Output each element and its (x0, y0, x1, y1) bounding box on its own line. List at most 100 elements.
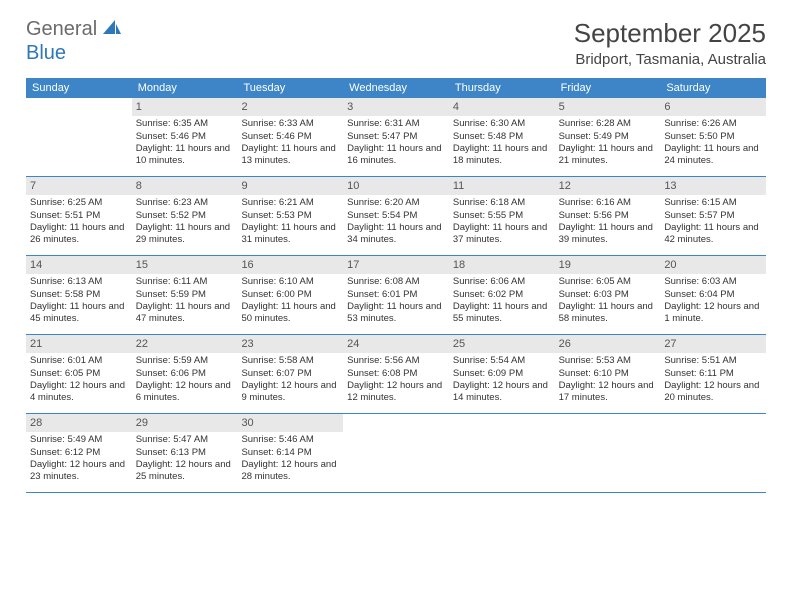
title-block: September 2025 Bridport, Tasmania, Austr… (574, 18, 766, 68)
sunset-text: Sunset: 5:50 PM (664, 131, 762, 143)
day-body: Sunrise: 6:16 AMSunset: 5:56 PMDaylight:… (555, 195, 661, 250)
day-cell: 19Sunrise: 6:05 AMSunset: 6:03 PMDayligh… (555, 256, 661, 334)
day-number: 29 (132, 414, 238, 432)
weekday-header: Sunday (26, 78, 132, 98)
day-body: Sunrise: 5:46 AMSunset: 6:14 PMDaylight:… (237, 432, 343, 487)
day-body: Sunrise: 6:35 AMSunset: 5:46 PMDaylight:… (132, 116, 238, 171)
sunrise-text: Sunrise: 6:28 AM (559, 118, 657, 130)
sunrise-text: Sunrise: 6:26 AM (664, 118, 762, 130)
sunset-text: Sunset: 5:51 PM (30, 210, 128, 222)
week-row: 28Sunrise: 5:49 AMSunset: 6:12 PMDayligh… (26, 414, 766, 493)
day-cell: 2Sunrise: 6:33 AMSunset: 5:46 PMDaylight… (237, 98, 343, 176)
day-number: 22 (132, 335, 238, 353)
sunrise-text: Sunrise: 6:16 AM (559, 197, 657, 209)
day-cell: 1Sunrise: 6:35 AMSunset: 5:46 PMDaylight… (132, 98, 238, 176)
day-number: 18 (449, 256, 555, 274)
sunset-text: Sunset: 6:04 PM (664, 289, 762, 301)
day-number: 27 (660, 335, 766, 353)
day-number: 6 (660, 98, 766, 116)
day-body: Sunrise: 6:26 AMSunset: 5:50 PMDaylight:… (660, 116, 766, 171)
day-body: Sunrise: 6:18 AMSunset: 5:55 PMDaylight:… (449, 195, 555, 250)
day-cell: 27Sunrise: 5:51 AMSunset: 6:11 PMDayligh… (660, 335, 766, 413)
day-cell (26, 98, 132, 176)
day-number: 25 (449, 335, 555, 353)
weekday-header: Friday (555, 78, 661, 98)
sunset-text: Sunset: 5:55 PM (453, 210, 551, 222)
day-cell (555, 414, 661, 492)
sunrise-text: Sunrise: 6:20 AM (347, 197, 445, 209)
day-number: 16 (237, 256, 343, 274)
weekday-header: Wednesday (343, 78, 449, 98)
day-cell: 10Sunrise: 6:20 AMSunset: 5:54 PMDayligh… (343, 177, 449, 255)
sunset-text: Sunset: 6:06 PM (136, 368, 234, 380)
day-cell: 26Sunrise: 5:53 AMSunset: 6:10 PMDayligh… (555, 335, 661, 413)
day-cell: 25Sunrise: 5:54 AMSunset: 6:09 PMDayligh… (449, 335, 555, 413)
day-number: 30 (237, 414, 343, 432)
daylight-text: Daylight: 11 hours and 18 minutes. (453, 143, 551, 168)
day-cell: 6Sunrise: 6:26 AMSunset: 5:50 PMDaylight… (660, 98, 766, 176)
sunrise-text: Sunrise: 6:31 AM (347, 118, 445, 130)
day-cell: 13Sunrise: 6:15 AMSunset: 5:57 PMDayligh… (660, 177, 766, 255)
daylight-text: Daylight: 11 hours and 55 minutes. (453, 301, 551, 326)
day-number: 9 (237, 177, 343, 195)
day-body: Sunrise: 6:21 AMSunset: 5:53 PMDaylight:… (237, 195, 343, 250)
day-cell (660, 414, 766, 492)
page-header: General September 2025 Bridport, Tasmani… (26, 18, 766, 68)
sunrise-text: Sunrise: 6:01 AM (30, 355, 128, 367)
sunset-text: Sunset: 5:48 PM (453, 131, 551, 143)
day-body: Sunrise: 5:53 AMSunset: 6:10 PMDaylight:… (555, 353, 661, 408)
day-cell: 24Sunrise: 5:56 AMSunset: 6:08 PMDayligh… (343, 335, 449, 413)
day-number: 8 (132, 177, 238, 195)
day-body: Sunrise: 6:13 AMSunset: 5:58 PMDaylight:… (26, 274, 132, 329)
day-cell: 7Sunrise: 6:25 AMSunset: 5:51 PMDaylight… (26, 177, 132, 255)
sunset-text: Sunset: 6:07 PM (241, 368, 339, 380)
day-body: Sunrise: 6:10 AMSunset: 6:00 PMDaylight:… (237, 274, 343, 329)
brand-logo: General (26, 18, 125, 41)
sunrise-text: Sunrise: 6:03 AM (664, 276, 762, 288)
sunset-text: Sunset: 5:52 PM (136, 210, 234, 222)
day-cell (449, 414, 555, 492)
sunset-text: Sunset: 6:10 PM (559, 368, 657, 380)
daylight-text: Daylight: 11 hours and 31 minutes. (241, 222, 339, 247)
sunrise-text: Sunrise: 5:56 AM (347, 355, 445, 367)
sunset-text: Sunset: 6:03 PM (559, 289, 657, 301)
sunrise-text: Sunrise: 6:11 AM (136, 276, 234, 288)
weekday-header: Tuesday (237, 78, 343, 98)
day-body: Sunrise: 5:51 AMSunset: 6:11 PMDaylight:… (660, 353, 766, 408)
sunrise-text: Sunrise: 5:54 AM (453, 355, 551, 367)
day-body: Sunrise: 6:28 AMSunset: 5:49 PMDaylight:… (555, 116, 661, 171)
daylight-text: Daylight: 11 hours and 39 minutes. (559, 222, 657, 247)
day-cell: 20Sunrise: 6:03 AMSunset: 6:04 PMDayligh… (660, 256, 766, 334)
sunset-text: Sunset: 5:46 PM (136, 131, 234, 143)
day-body: Sunrise: 6:31 AMSunset: 5:47 PMDaylight:… (343, 116, 449, 171)
week-row: 7Sunrise: 6:25 AMSunset: 5:51 PMDaylight… (26, 177, 766, 256)
brand-part2: Blue (26, 42, 66, 64)
sunrise-text: Sunrise: 5:46 AM (241, 434, 339, 446)
sunrise-text: Sunrise: 6:25 AM (30, 197, 128, 209)
day-number: 1 (132, 98, 238, 116)
daylight-text: Daylight: 12 hours and 25 minutes. (136, 459, 234, 484)
day-cell: 5Sunrise: 6:28 AMSunset: 5:49 PMDaylight… (555, 98, 661, 176)
day-number: 10 (343, 177, 449, 195)
day-cell (343, 414, 449, 492)
day-cell: 4Sunrise: 6:30 AMSunset: 5:48 PMDaylight… (449, 98, 555, 176)
day-body: Sunrise: 5:56 AMSunset: 6:08 PMDaylight:… (343, 353, 449, 408)
daylight-text: Daylight: 12 hours and 17 minutes. (559, 380, 657, 405)
sunrise-text: Sunrise: 6:06 AM (453, 276, 551, 288)
location-label: Bridport, Tasmania, Australia (574, 51, 766, 68)
day-body: Sunrise: 6:23 AMSunset: 5:52 PMDaylight:… (132, 195, 238, 250)
sunrise-text: Sunrise: 5:59 AM (136, 355, 234, 367)
sunrise-text: Sunrise: 5:47 AM (136, 434, 234, 446)
sunset-text: Sunset: 6:00 PM (241, 289, 339, 301)
sunset-text: Sunset: 6:01 PM (347, 289, 445, 301)
sunrise-text: Sunrise: 6:30 AM (453, 118, 551, 130)
sunset-text: Sunset: 6:14 PM (241, 447, 339, 459)
daylight-text: Daylight: 11 hours and 13 minutes. (241, 143, 339, 168)
day-body: Sunrise: 6:03 AMSunset: 6:04 PMDaylight:… (660, 274, 766, 329)
daylight-text: Daylight: 11 hours and 10 minutes. (136, 143, 234, 168)
sunset-text: Sunset: 5:49 PM (559, 131, 657, 143)
sunrise-text: Sunrise: 6:05 AM (559, 276, 657, 288)
sunrise-text: Sunrise: 5:58 AM (241, 355, 339, 367)
weekday-header: Thursday (449, 78, 555, 98)
sunset-text: Sunset: 6:05 PM (30, 368, 128, 380)
